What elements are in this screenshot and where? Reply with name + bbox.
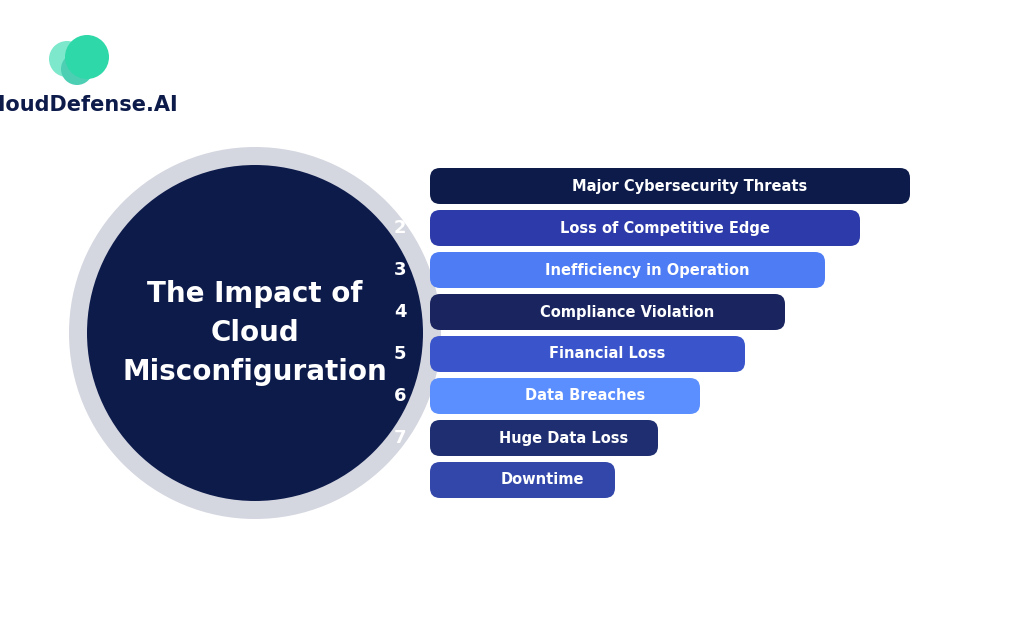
FancyBboxPatch shape	[430, 462, 615, 498]
Circle shape	[69, 147, 441, 519]
Text: Huge Data Loss: Huge Data Loss	[500, 431, 629, 445]
FancyBboxPatch shape	[430, 252, 825, 288]
FancyBboxPatch shape	[430, 420, 658, 456]
Text: 3: 3	[394, 261, 407, 279]
Text: 2: 2	[394, 219, 407, 237]
Circle shape	[61, 53, 93, 85]
Circle shape	[65, 35, 109, 79]
Text: 4: 4	[394, 303, 407, 321]
FancyBboxPatch shape	[430, 378, 700, 414]
FancyBboxPatch shape	[430, 294, 785, 330]
Text: CloudDefense.AI: CloudDefense.AI	[0, 95, 177, 115]
Text: Data Breaches: Data Breaches	[525, 389, 645, 403]
Text: 7: 7	[394, 429, 407, 447]
Circle shape	[87, 165, 423, 501]
Text: Compliance Violation: Compliance Violation	[541, 304, 715, 320]
Text: 1: 1	[394, 177, 407, 195]
Text: 5: 5	[394, 345, 407, 363]
FancyBboxPatch shape	[430, 210, 860, 246]
Text: 8: 8	[393, 471, 407, 489]
FancyBboxPatch shape	[430, 336, 745, 372]
Text: The Impact of
Cloud
Misconfiguration: The Impact of Cloud Misconfiguration	[123, 280, 387, 386]
Text: Financial Loss: Financial Loss	[549, 346, 666, 362]
Text: Downtime: Downtime	[501, 473, 585, 487]
Text: Major Cybersecurity Threats: Major Cybersecurity Threats	[572, 179, 808, 193]
Text: 6: 6	[394, 387, 407, 405]
Text: Inefficiency in Operation: Inefficiency in Operation	[545, 262, 750, 278]
Text: Loss of Competitive Edge: Loss of Competitive Edge	[560, 221, 770, 235]
FancyBboxPatch shape	[430, 168, 910, 204]
Circle shape	[49, 41, 85, 77]
